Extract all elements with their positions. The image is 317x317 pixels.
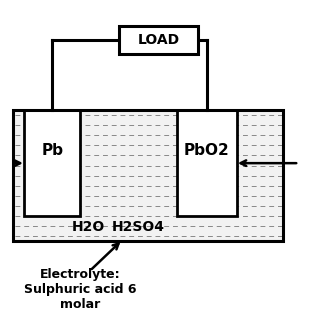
- Bar: [13, 110, 283, 241]
- Bar: [177, 110, 236, 216]
- Bar: [120, 26, 197, 54]
- Text: PbO2: PbO2: [184, 143, 230, 158]
- Text: H2SO4: H2SO4: [112, 220, 165, 234]
- Text: Electrolyte:
Sulphuric acid 6
molar: Electrolyte: Sulphuric acid 6 molar: [24, 268, 137, 311]
- Text: LOAD: LOAD: [138, 33, 179, 47]
- Bar: [13, 110, 283, 241]
- Text: Pb: Pb: [41, 143, 63, 158]
- Text: H2O: H2O: [72, 220, 105, 234]
- Bar: [24, 110, 81, 216]
